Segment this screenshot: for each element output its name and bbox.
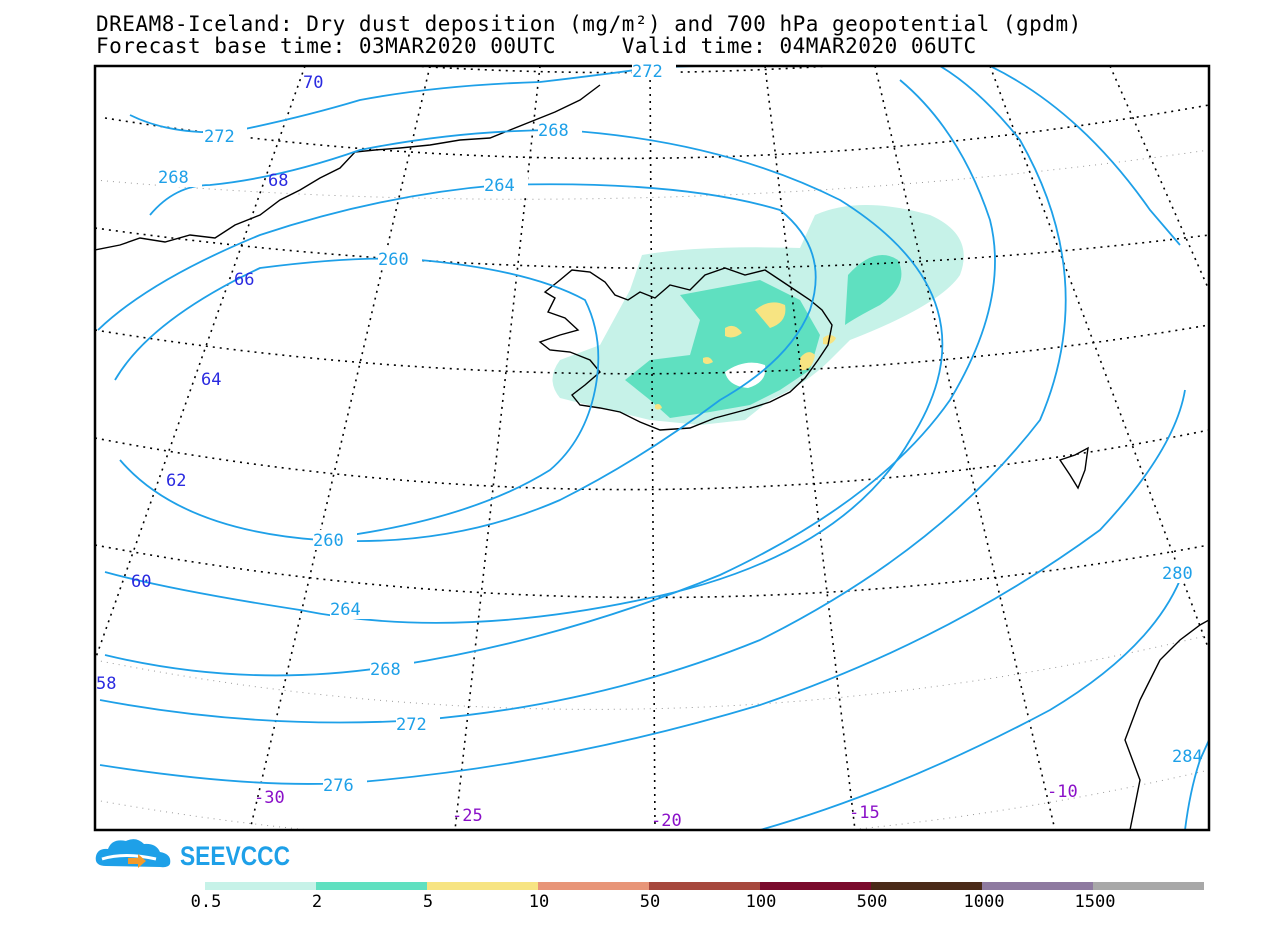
legend-swatch	[982, 882, 1093, 890]
contour-label: 268	[538, 121, 569, 141]
latitude-grid-minor	[95, 149, 1209, 830]
greenland-coast	[95, 84, 601, 251]
legend-swatch	[1093, 882, 1204, 890]
contour-label: 284	[1172, 747, 1203, 767]
coastlines	[95, 84, 1209, 830]
contour-label: 272	[204, 127, 235, 147]
legend-swatch	[538, 882, 649, 890]
legend-tick: 10	[528, 892, 550, 912]
legend-labels: 0.5 2 5 10 50 100 500 1000 1500	[0, 892, 1271, 916]
latitude-label: 64	[201, 370, 221, 390]
contour-label: 264	[484, 176, 515, 196]
legend-tick: 1500	[1074, 892, 1116, 912]
contour-label: 268	[158, 168, 189, 188]
map-title: DREAM8-Iceland: Dry dust deposition (mg/…	[96, 12, 1082, 36]
legend-tick: 500	[856, 892, 888, 912]
dust-deposition-field	[552, 205, 964, 425]
map-subtitle: Forecast base time: 03MAR2020 00UTC Vali…	[96, 35, 977, 57]
contour-label-group: 272 272 268 268 264 260 260 264 268 272 …	[158, 60, 1206, 796]
contour-label: 264	[330, 600, 361, 620]
legend-tick: 2	[311, 892, 323, 912]
contour-label: 276	[323, 776, 354, 796]
legend-swatch	[649, 882, 760, 890]
latitude-label-group: 70 68 66 64 62 60 58	[96, 73, 323, 694]
contour-label: 272	[632, 62, 663, 82]
legend-tick: 5	[422, 892, 434, 912]
faroe-islands	[1058, 446, 1089, 490]
legend-tick: 1000	[963, 892, 1005, 912]
legend-swatch	[205, 882, 316, 890]
contour-label: 260	[378, 250, 409, 270]
legend-swatch	[427, 882, 538, 890]
valid-time: Valid time: 04MAR2020 06UTC	[621, 34, 977, 58]
contour-label: 272	[396, 715, 427, 735]
longitude-label: -30	[254, 788, 285, 808]
contour-label: 280	[1162, 564, 1193, 584]
longitude-label: -10	[1047, 782, 1078, 802]
iceland-coast	[538, 267, 833, 431]
forecast-base-time: Forecast base time: 03MAR2020 00UTC	[96, 34, 557, 58]
latitude-label: 66	[234, 270, 254, 290]
longitude-grid	[95, 66, 1209, 830]
legend-tick: 100	[745, 892, 777, 912]
cloud-icon	[95, 839, 171, 868]
dust-band-2	[625, 255, 902, 418]
arrow-icon	[128, 854, 146, 868]
norway-coast	[1124, 619, 1209, 830]
legend-color-bar	[205, 882, 1204, 890]
legend-tick: 50	[639, 892, 661, 912]
latitude-label: 70	[303, 73, 323, 93]
latitude-label: 58	[96, 674, 116, 694]
latitude-label: 62	[166, 471, 186, 491]
legend-swatch	[871, 882, 982, 890]
longitude-label: -15	[849, 803, 880, 823]
logo-text: SEEVCCC	[180, 841, 290, 871]
longitude-label-group: -30 -25 -20 -15 -10	[254, 782, 1078, 831]
dust-clear-hole	[725, 362, 766, 388]
latitude-label: 68	[268, 171, 288, 191]
map-content	[95, 66, 1209, 830]
seevccc-logo: SEEVCCC	[94, 834, 304, 874]
geopotential-contours	[97, 66, 1209, 830]
latitude-label: 60	[131, 572, 151, 592]
latitude-grid	[95, 66, 1209, 599]
longitude-label: -20	[651, 811, 682, 831]
contour-label: 260	[313, 531, 344, 551]
longitude-label: -25	[452, 806, 483, 826]
legend-swatch	[316, 882, 427, 890]
legend-tick: 0.5	[190, 892, 222, 912]
contour-label: 268	[370, 660, 401, 680]
legend-swatch	[760, 882, 871, 890]
